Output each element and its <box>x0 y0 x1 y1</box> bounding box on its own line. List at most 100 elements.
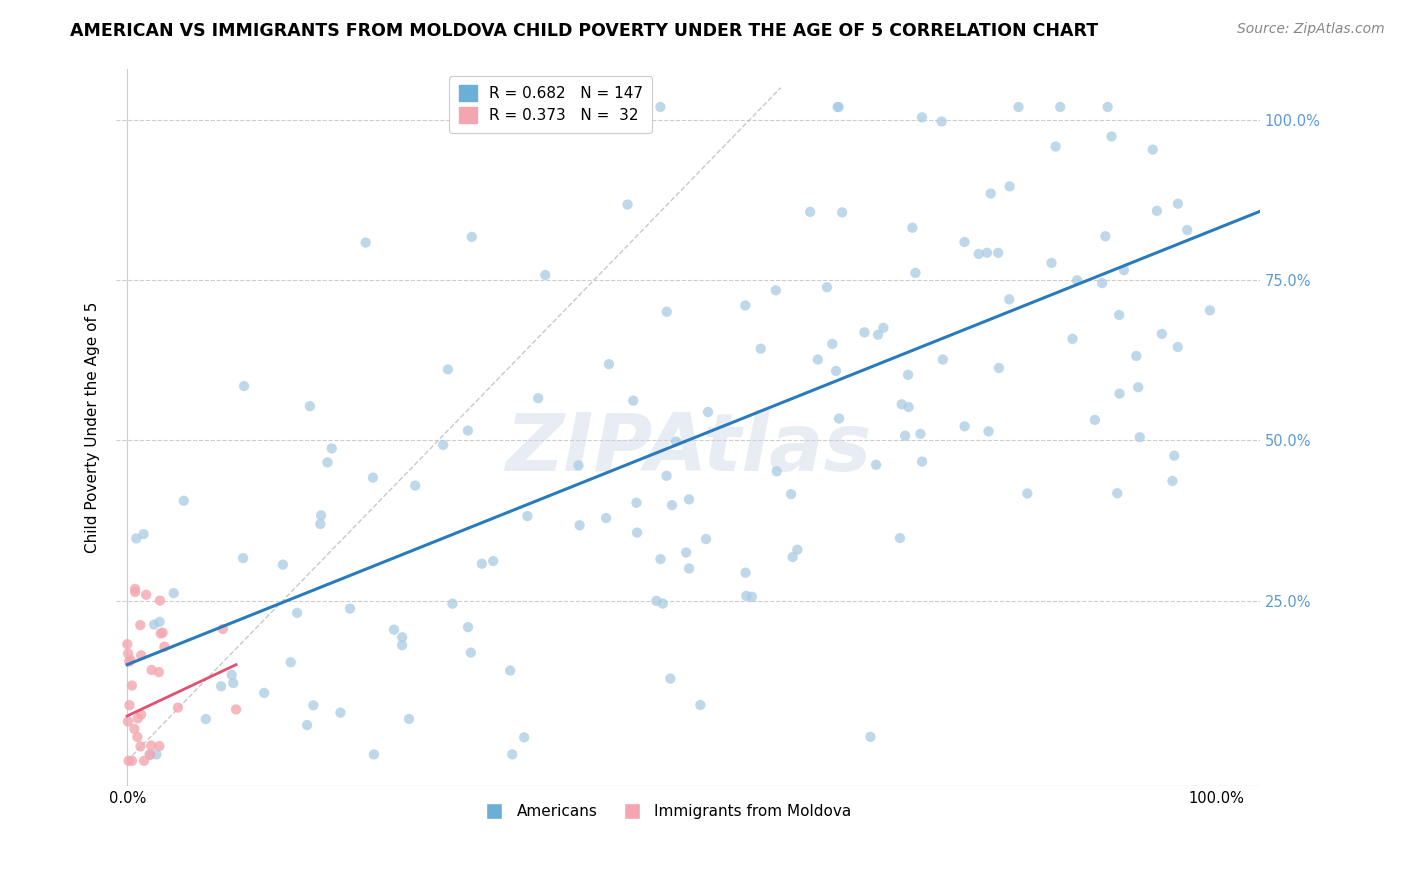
Point <box>225 702 247 716</box>
Point <box>280 655 302 669</box>
Point <box>987 245 1010 260</box>
Point <box>363 747 385 762</box>
Point <box>316 455 339 469</box>
Point <box>132 754 155 768</box>
Point <box>212 622 235 636</box>
Point <box>382 623 405 637</box>
Point <box>645 594 668 608</box>
Point <box>987 360 1010 375</box>
Point <box>897 368 920 382</box>
Point <box>513 731 536 745</box>
Point <box>1094 229 1116 244</box>
Point <box>173 493 195 508</box>
Point <box>765 464 787 478</box>
Point <box>285 606 308 620</box>
Point <box>831 205 853 219</box>
Point <box>967 247 990 261</box>
Point <box>253 686 276 700</box>
Y-axis label: Child Poverty Under the Age of 5: Child Poverty Under the Age of 5 <box>86 301 100 553</box>
Point <box>1129 430 1152 444</box>
Point <box>865 458 887 472</box>
Point <box>998 179 1021 194</box>
Point <box>786 542 808 557</box>
Point <box>1049 100 1071 114</box>
Point <box>124 722 146 736</box>
Point <box>1167 340 1189 354</box>
Point <box>1091 276 1114 290</box>
Point <box>129 739 152 754</box>
Point <box>132 527 155 541</box>
Point <box>980 186 1002 201</box>
Point <box>153 640 176 654</box>
Point <box>931 114 953 128</box>
Point <box>339 601 361 615</box>
Point <box>827 100 849 114</box>
Point <box>650 552 672 566</box>
Text: Source: ZipAtlas.com: Source: ZipAtlas.com <box>1237 22 1385 37</box>
Point <box>976 245 998 260</box>
Point <box>1045 139 1067 153</box>
Point <box>695 532 717 546</box>
Point <box>1107 486 1129 500</box>
Point <box>482 554 505 568</box>
Text: ZIPAtlas: ZIPAtlas <box>505 410 872 488</box>
Point <box>354 235 377 250</box>
Point <box>329 706 352 720</box>
Point <box>827 100 849 114</box>
Point <box>1101 129 1123 144</box>
Point <box>233 379 256 393</box>
Point <box>659 672 682 686</box>
Point <box>120 653 142 667</box>
Point <box>1112 263 1135 277</box>
Point <box>149 593 172 607</box>
Point <box>780 487 803 501</box>
Point <box>527 391 550 405</box>
Point <box>665 434 688 449</box>
Point <box>1097 100 1119 114</box>
Point <box>398 712 420 726</box>
Point <box>904 266 927 280</box>
Point <box>295 718 318 732</box>
Point <box>148 665 170 679</box>
Point <box>129 618 152 632</box>
Point <box>117 637 139 651</box>
Point <box>998 293 1021 307</box>
Point <box>1108 386 1130 401</box>
Point <box>1175 223 1198 237</box>
Point <box>127 730 149 744</box>
Point <box>567 458 589 473</box>
Point <box>124 585 146 599</box>
Point <box>626 496 648 510</box>
Point <box>866 327 889 342</box>
Point <box>911 454 934 468</box>
Point <box>471 557 494 571</box>
Point <box>859 730 882 744</box>
Point <box>815 280 838 294</box>
Point <box>117 714 139 729</box>
Point <box>678 492 700 507</box>
Point <box>932 352 955 367</box>
Point <box>534 268 557 282</box>
Point <box>697 405 720 419</box>
Point <box>1007 100 1029 114</box>
Point <box>404 478 426 492</box>
Point <box>568 518 591 533</box>
Point <box>749 342 772 356</box>
Point <box>391 638 413 652</box>
Point <box>689 698 711 712</box>
Point <box>148 615 170 629</box>
Point <box>872 320 894 334</box>
Point <box>391 630 413 644</box>
Point <box>437 362 460 376</box>
Point <box>143 617 166 632</box>
Point <box>117 754 139 768</box>
Point <box>734 298 756 312</box>
Point <box>361 470 384 484</box>
Point <box>1199 303 1222 318</box>
Point <box>129 707 152 722</box>
Point <box>807 352 830 367</box>
Point <box>321 442 343 456</box>
Point <box>953 235 976 249</box>
Point <box>298 399 321 413</box>
Point <box>828 411 851 425</box>
